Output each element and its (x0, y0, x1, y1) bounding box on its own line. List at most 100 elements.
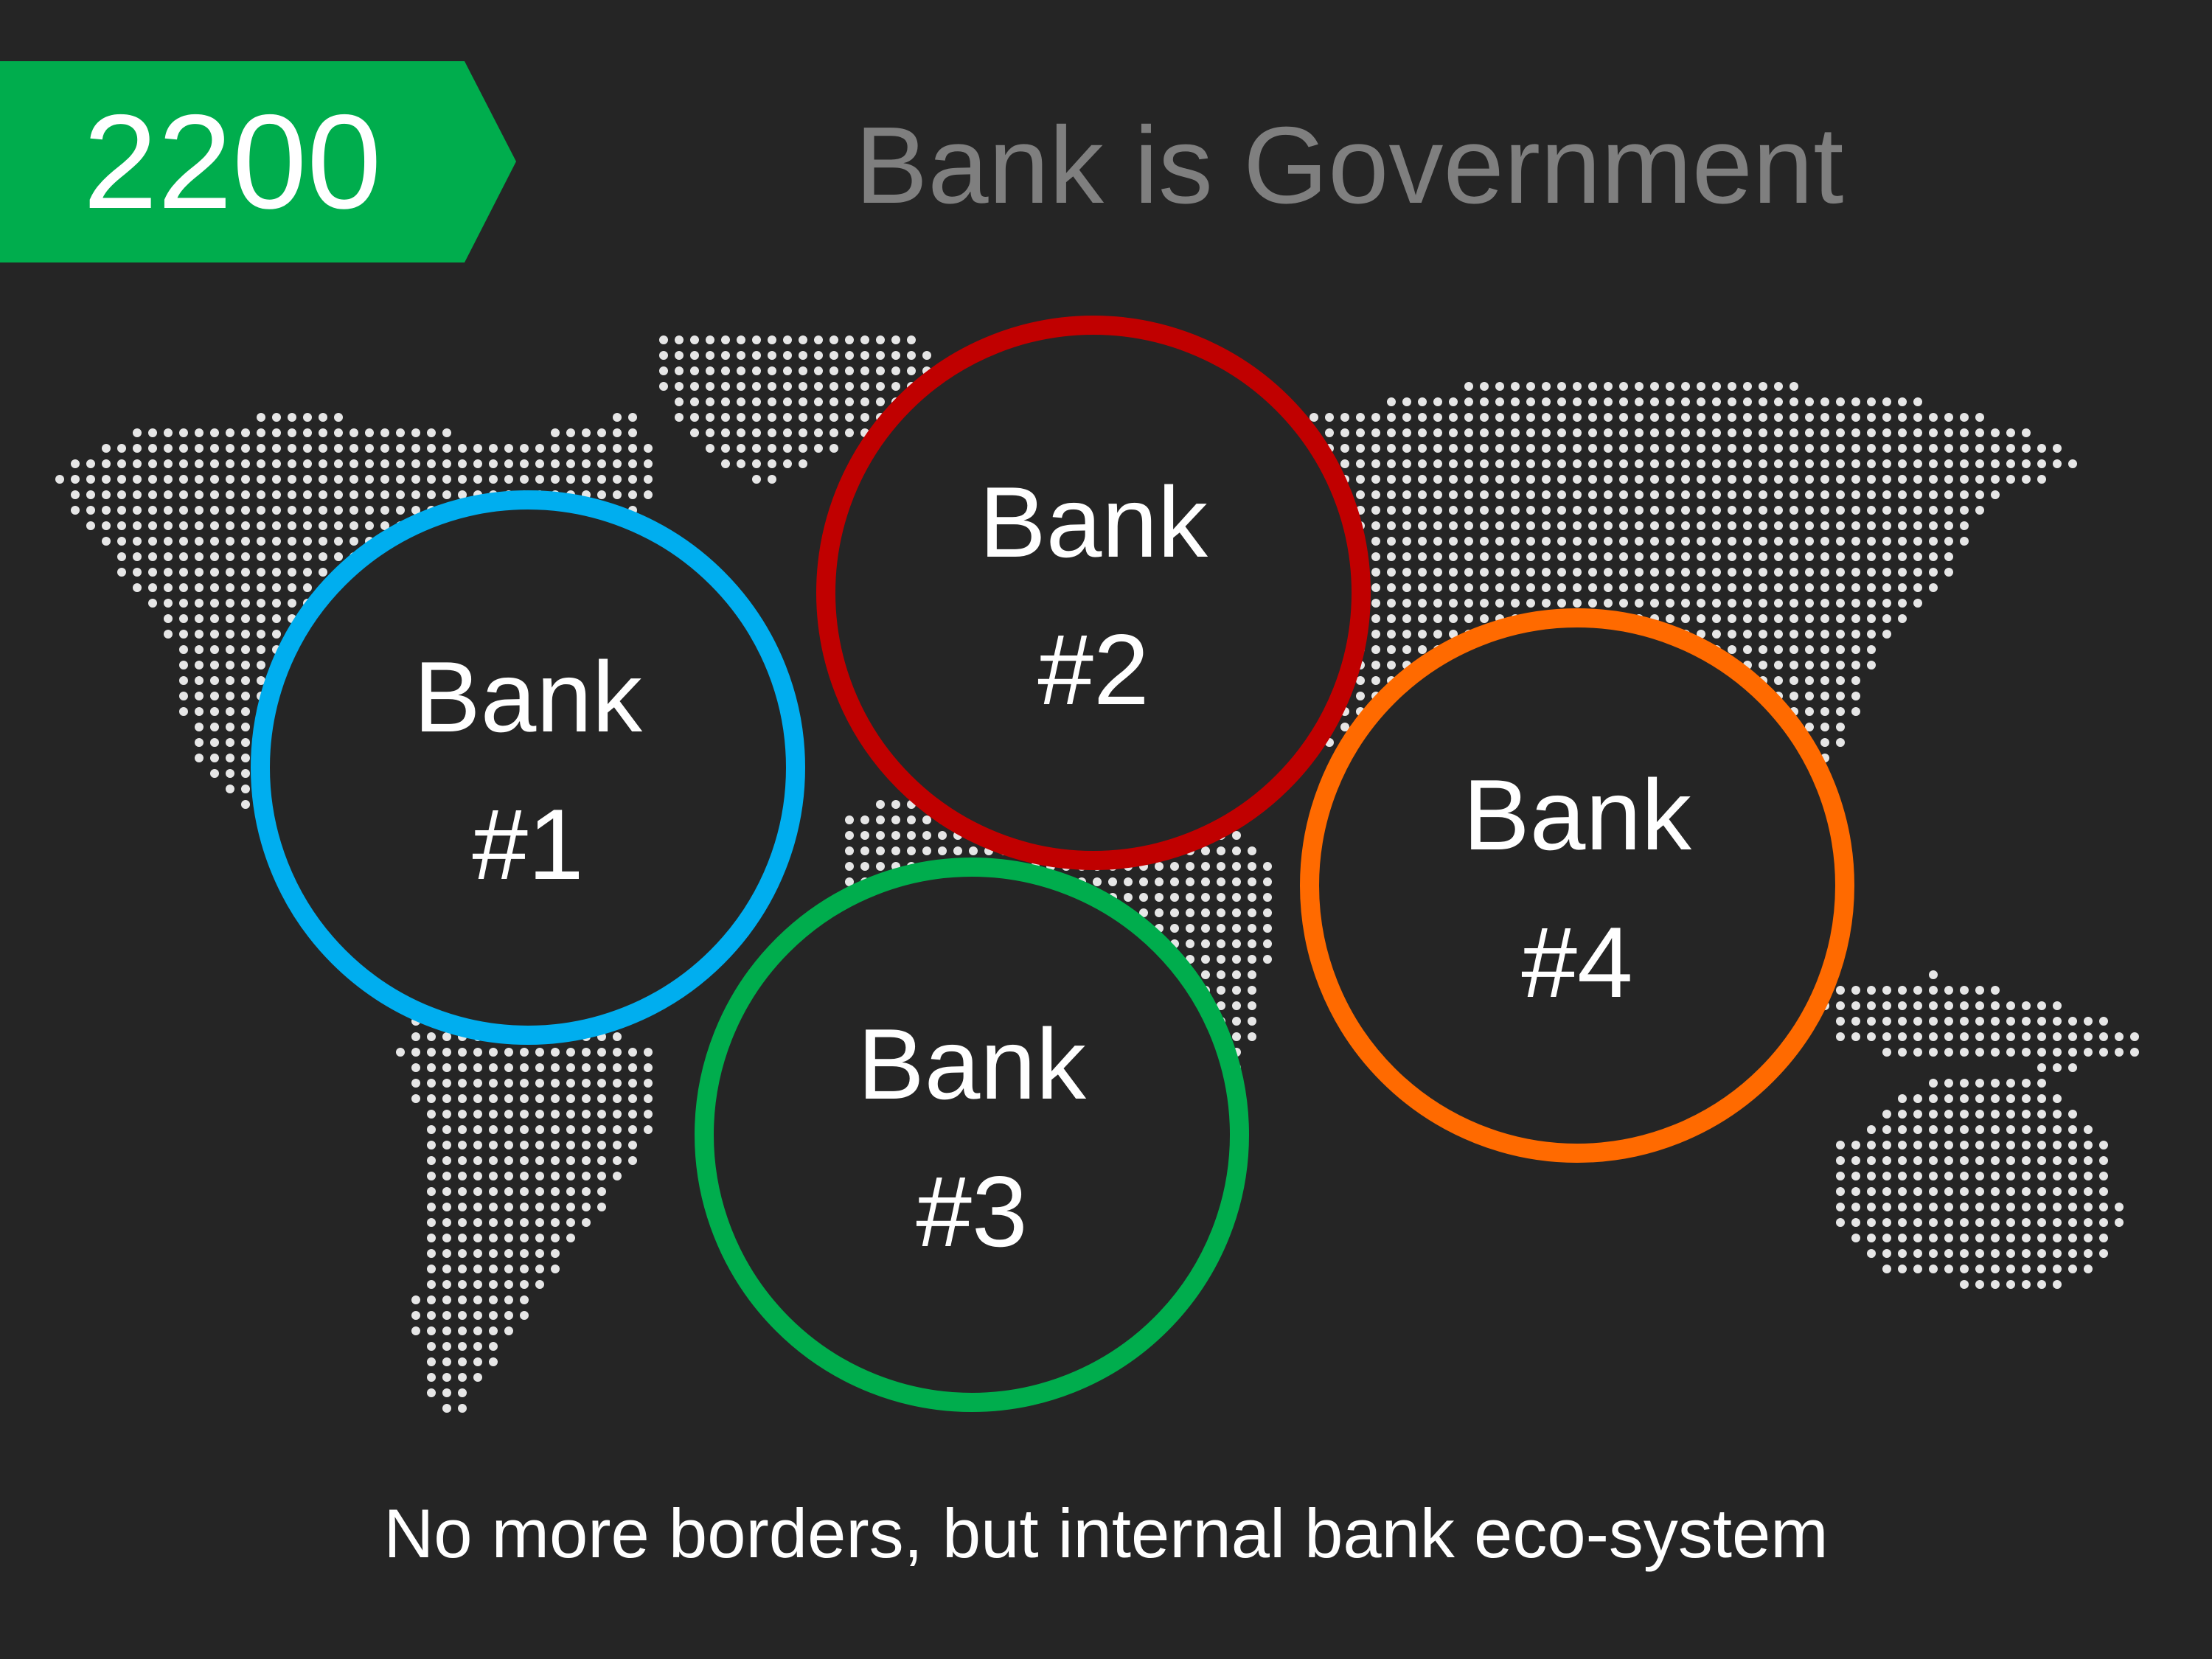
map-dot (179, 521, 188, 530)
map-dot (179, 428, 188, 437)
map-dot (799, 366, 807, 375)
map-dot (1635, 382, 1644, 391)
map-dot (1433, 521, 1442, 530)
map-dot (1635, 413, 1644, 422)
map-dot (1774, 382, 1783, 391)
map-dot (1728, 428, 1736, 437)
map-dot (1882, 1141, 1891, 1150)
map-dot (458, 1172, 467, 1180)
map-dot (1898, 413, 1907, 422)
map-dot (1790, 490, 1798, 499)
map-dot (1820, 506, 1829, 515)
map-dot (349, 475, 358, 484)
map-dot (349, 444, 358, 453)
map-dot (1232, 908, 1241, 917)
map-dot (1944, 475, 1953, 484)
map-dot (396, 506, 405, 515)
map-dot (1697, 382, 1705, 391)
map-dot (2006, 1048, 2015, 1057)
map-dot (1604, 599, 1613, 608)
map-dot (551, 459, 560, 468)
map-dot (1820, 707, 1829, 716)
map-dot (427, 1373, 436, 1382)
map-dot (1418, 552, 1427, 561)
map-dot (551, 1048, 560, 1057)
map-dot (1728, 444, 1736, 453)
map-dot (1898, 397, 1907, 406)
map-dot (1805, 397, 1814, 406)
map-dot (473, 1110, 482, 1119)
map-dot (1511, 599, 1520, 608)
map-dot (535, 459, 544, 468)
map-dot (1743, 630, 1752, 639)
map-dot (1867, 1032, 1876, 1041)
map-dot (1449, 552, 1458, 561)
map-dot (1836, 397, 1845, 406)
map-dot (2068, 1234, 2077, 1242)
map-dot (1774, 552, 1783, 561)
map-dot (241, 723, 250, 731)
map-dot (241, 583, 250, 592)
map-dot (272, 583, 281, 592)
map-dot (195, 459, 204, 468)
map-dot (1402, 459, 1411, 468)
map-dot (814, 397, 823, 406)
map-dot (1929, 1094, 1938, 1103)
map-dot (1991, 1141, 2000, 1150)
map-dot (504, 1094, 513, 1103)
map-dot (1573, 583, 1582, 592)
map-dot (1929, 537, 1938, 546)
map-dot (613, 1048, 622, 1057)
map-dot (179, 459, 188, 468)
map-dot (1759, 382, 1767, 391)
map-dot (241, 800, 250, 809)
map-dot (272, 444, 281, 453)
map-dot (1619, 475, 1628, 484)
map-dot (1371, 552, 1380, 561)
map-dot (1774, 661, 1783, 669)
map-dot (1619, 537, 1628, 546)
map-dot (1960, 1265, 1969, 1273)
map-dot (2022, 459, 2031, 468)
map-dot (489, 1203, 498, 1211)
map-dot (442, 1388, 451, 1397)
map-dot (1371, 583, 1380, 592)
map-dot (179, 692, 188, 700)
map-dot (783, 397, 792, 406)
map-dot (1882, 1125, 1891, 1134)
map-dot (272, 413, 281, 422)
map-dot (1557, 475, 1566, 484)
map-dot (659, 382, 668, 391)
map-dot (2006, 1125, 2015, 1134)
map-dot (1929, 428, 1938, 437)
map-dot (1882, 1017, 1891, 1026)
map-dot (1820, 661, 1829, 669)
map-dot (241, 785, 250, 793)
map-dot (1418, 614, 1427, 623)
map-dot (876, 831, 885, 840)
map-dot (427, 1156, 436, 1165)
map-dot (1588, 428, 1597, 437)
map-dot (2037, 1001, 2046, 1010)
map-dot (1836, 1032, 1845, 1041)
map-dot (721, 428, 730, 437)
map-dot (1743, 645, 1752, 654)
map-dot (2022, 1079, 2031, 1088)
map-dot (303, 444, 312, 453)
map-dot (768, 366, 776, 375)
map-dot (2006, 1079, 2015, 1088)
map-dot (489, 1265, 498, 1273)
map-dot (535, 1234, 544, 1242)
map-dot (1619, 583, 1628, 592)
map-dot (241, 769, 250, 778)
map-dot (1929, 1079, 1938, 1088)
map-dot (1464, 490, 1473, 499)
map-dot (1449, 490, 1458, 499)
map-dot (303, 552, 312, 561)
map-dot (1882, 413, 1891, 422)
map-dot (226, 521, 234, 530)
map-dot (613, 1079, 622, 1088)
map-dot (1588, 382, 1597, 391)
map-dot (1480, 552, 1489, 561)
map-dot (1201, 846, 1210, 855)
